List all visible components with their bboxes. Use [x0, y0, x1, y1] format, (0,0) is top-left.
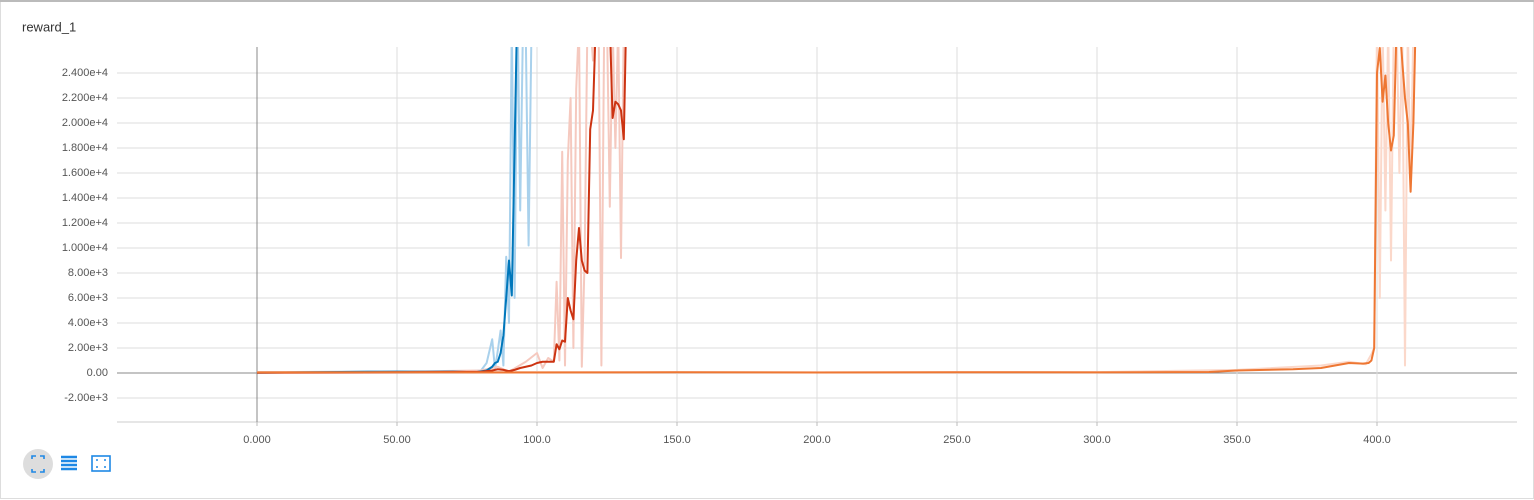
zoom-icon[interactable]: [91, 455, 111, 472]
zoom-icon-marks: [96, 459, 106, 468]
y-tick-label: -2.00e+3: [64, 392, 108, 404]
x-tick-label: 250.0: [943, 434, 971, 446]
series-line: [256, 47, 627, 374]
y-tick-label: 8.00e+3: [68, 267, 108, 279]
x-tick-label: 400.0: [1363, 434, 1391, 446]
x-tick-label: 0.000: [243, 434, 271, 446]
x-tick-label: 350.0: [1223, 434, 1251, 446]
y-tick-label: 4.00e+3: [68, 317, 108, 329]
y-tick-label: 1.400e+4: [62, 192, 108, 204]
y-tick-label: 2.400e+4: [62, 67, 108, 79]
y-tick-label: 2.200e+4: [62, 92, 108, 104]
x-tick-label: 300.0: [1083, 434, 1111, 446]
fit-button-bg[interactable]: [23, 449, 53, 479]
chart-title: reward_1: [22, 19, 76, 34]
toolbar: [23, 449, 111, 479]
series-line: [256, 47, 1417, 374]
y-tick-label: 6.00e+3: [68, 292, 108, 304]
x-tick-label: 50.00: [383, 434, 411, 446]
y-tick-label: 1.200e+4: [62, 217, 108, 229]
series-line: [256, 47, 625, 374]
y-tick-label: 0.00: [87, 367, 108, 379]
x-tick-label: 200.0: [803, 434, 831, 446]
y-tick-label: 1.600e+4: [62, 167, 108, 179]
y-tick-label: 2.00e+3: [68, 342, 108, 354]
y-tick-label: 1.000e+4: [62, 242, 108, 254]
y-tick-label: 1.800e+4: [62, 142, 108, 154]
log-icon[interactable]: [61, 455, 77, 471]
y-tick-label: 2.000e+4: [62, 117, 108, 129]
fit-icon[interactable]: [31, 455, 45, 473]
x-tick-label: 100.0: [523, 434, 551, 446]
x-tick-label: 150.0: [663, 434, 691, 446]
